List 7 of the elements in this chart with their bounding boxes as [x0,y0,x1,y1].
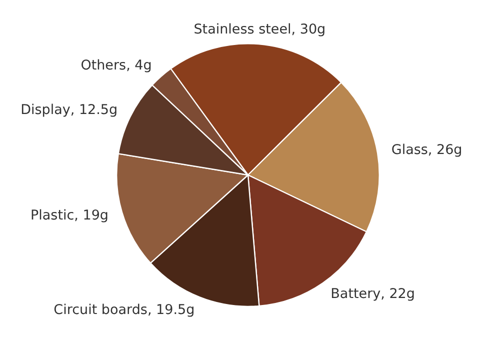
slice-label: Circuit boards, 19.5g [54,302,195,318]
slice-label: Plastic, 19g [30,207,108,224]
slice-label: Others, 4g [80,57,152,74]
slice-label: Glass, 26g [391,142,462,158]
slice-label: Battery, 22g [330,286,415,302]
slice-label: Display, 12.5g [20,102,118,118]
slice-label: Stainless steel, 30g [194,22,326,38]
